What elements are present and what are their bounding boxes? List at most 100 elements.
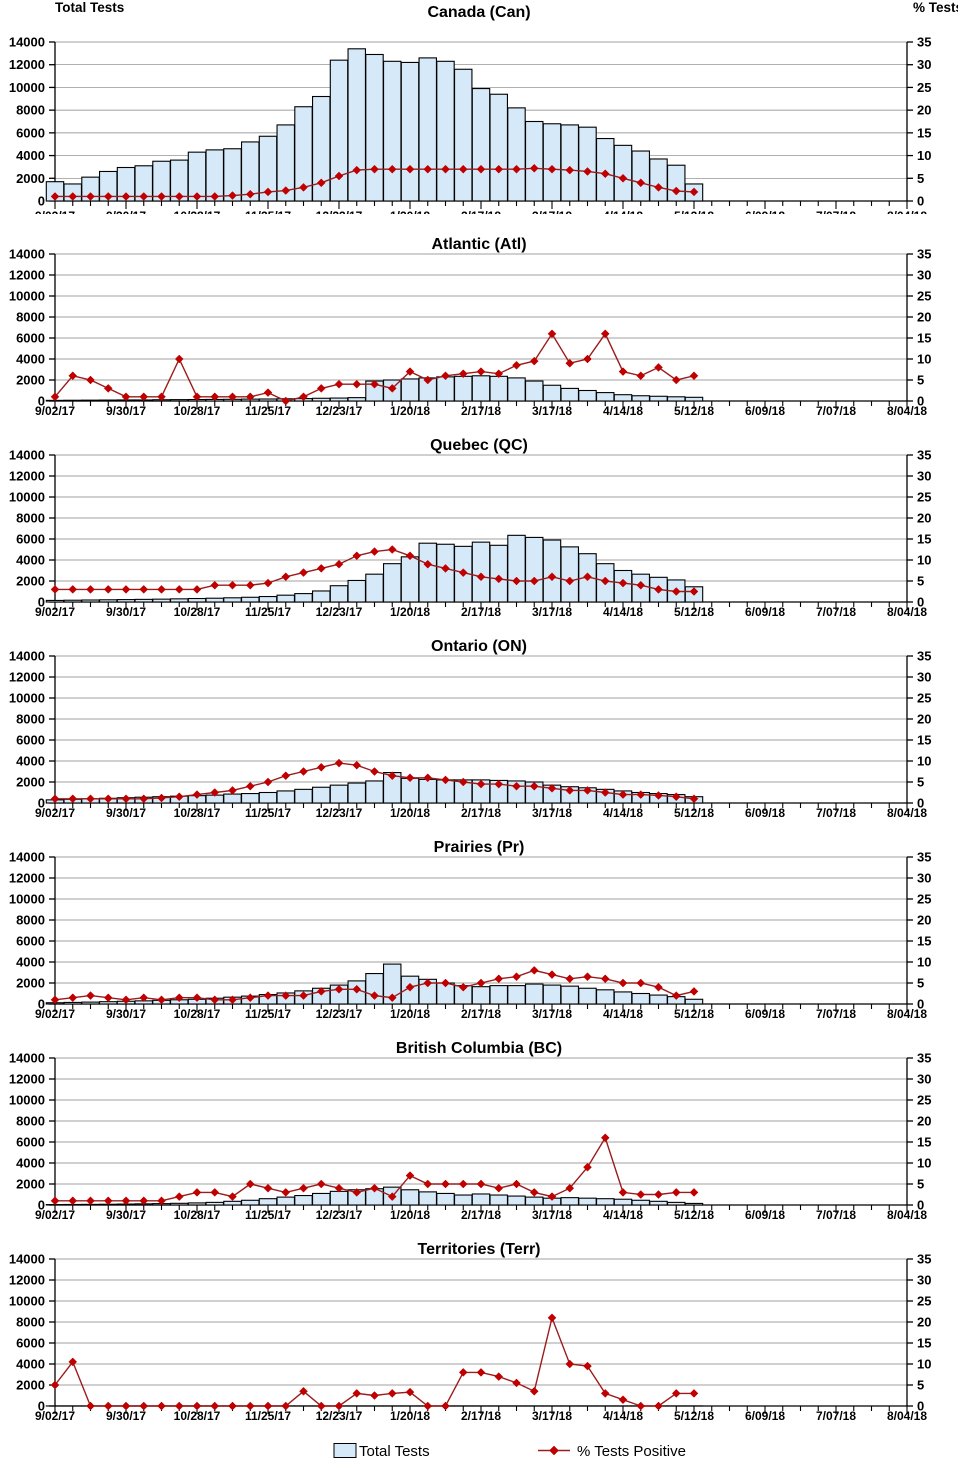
svg-text:10000: 10000 (9, 289, 45, 304)
svg-text:British Columbia (BC): British Columbia (BC) (396, 1040, 562, 1057)
svg-text:25: 25 (917, 80, 931, 95)
svg-text:14000: 14000 (9, 1051, 45, 1066)
svg-text:4000: 4000 (16, 148, 45, 163)
svg-text:2000: 2000 (16, 976, 45, 991)
svg-text:12000: 12000 (9, 1273, 45, 1288)
svg-text:10000: 10000 (9, 80, 45, 95)
svg-text:30: 30 (917, 670, 931, 685)
svg-text:30: 30 (917, 268, 931, 283)
svg-text:0: 0 (38, 194, 45, 209)
svg-text:30: 30 (917, 57, 931, 72)
svg-text:35: 35 (917, 35, 931, 50)
svg-text:15: 15 (917, 1135, 931, 1150)
svg-text:14000: 14000 (9, 247, 45, 262)
svg-text:5: 5 (917, 1378, 924, 1393)
svg-text:30: 30 (917, 871, 931, 886)
svg-text:Total Tests: Total Tests (359, 1443, 430, 1460)
svg-text:5: 5 (917, 976, 924, 991)
svg-text:12000: 12000 (9, 871, 45, 886)
svg-text:8000: 8000 (16, 1315, 45, 1330)
svg-text:12000: 12000 (9, 57, 45, 72)
svg-text:15: 15 (917, 1336, 931, 1351)
svg-text:20: 20 (917, 310, 931, 325)
svg-text:14000: 14000 (9, 649, 45, 664)
svg-text:6000: 6000 (16, 1336, 45, 1351)
svg-text:30: 30 (917, 1273, 931, 1288)
svg-text:25: 25 (917, 1294, 931, 1309)
svg-text:5: 5 (917, 1177, 924, 1192)
svg-text:4000: 4000 (16, 955, 45, 970)
svg-text:4000: 4000 (16, 352, 45, 367)
svg-text:2000: 2000 (16, 1177, 45, 1192)
svg-text:2000: 2000 (16, 1378, 45, 1393)
svg-text:8000: 8000 (16, 913, 45, 928)
svg-text:15: 15 (917, 331, 931, 346)
svg-text:8000: 8000 (16, 103, 45, 118)
svg-text:10: 10 (917, 955, 931, 970)
svg-text:4000: 4000 (16, 553, 45, 568)
svg-text:5: 5 (917, 574, 924, 589)
svg-text:6000: 6000 (16, 331, 45, 346)
svg-text:Total Tests: Total Tests (55, 0, 124, 15)
svg-text:12000: 12000 (9, 670, 45, 685)
svg-text:10: 10 (917, 352, 931, 367)
svg-text:4000: 4000 (16, 1156, 45, 1171)
svg-text:14000: 14000 (9, 448, 45, 463)
svg-text:Ontario (ON): Ontario (ON) (431, 638, 527, 655)
svg-text:0: 0 (917, 194, 924, 209)
svg-text:20: 20 (917, 1114, 931, 1129)
svg-text:10000: 10000 (9, 892, 45, 907)
svg-text:4000: 4000 (16, 754, 45, 769)
svg-text:25: 25 (917, 1093, 931, 1108)
svg-text:20: 20 (917, 511, 931, 526)
svg-text:12000: 12000 (9, 1072, 45, 1087)
svg-text:20: 20 (917, 1315, 931, 1330)
svg-text:35: 35 (917, 1051, 931, 1066)
svg-text:% Tests Positive: % Tests Positive (577, 1443, 686, 1460)
svg-text:15: 15 (917, 125, 931, 140)
svg-text:35: 35 (917, 649, 931, 664)
svg-text:8000: 8000 (16, 310, 45, 325)
svg-text:10: 10 (917, 1156, 931, 1171)
svg-text:35: 35 (917, 1252, 931, 1267)
svg-text:6000: 6000 (16, 934, 45, 949)
svg-text:35: 35 (917, 247, 931, 262)
svg-text:6000: 6000 (16, 125, 45, 140)
svg-text:8000: 8000 (16, 712, 45, 727)
svg-text:12000: 12000 (9, 469, 45, 484)
svg-text:5: 5 (917, 775, 924, 790)
svg-text:10: 10 (917, 754, 931, 769)
svg-text:2000: 2000 (16, 373, 45, 388)
svg-text:10: 10 (917, 148, 931, 163)
svg-text:Quebec (QC): Quebec (QC) (430, 437, 528, 454)
svg-text:10000: 10000 (9, 1294, 45, 1309)
svg-text:10000: 10000 (9, 490, 45, 505)
svg-text:6000: 6000 (16, 733, 45, 748)
svg-text:4000: 4000 (16, 1357, 45, 1372)
svg-text:2000: 2000 (16, 775, 45, 790)
svg-text:6000: 6000 (16, 1135, 45, 1150)
svg-text:10000: 10000 (9, 691, 45, 706)
svg-text:Canada (Can): Canada (Can) (427, 4, 530, 21)
svg-text:15: 15 (917, 934, 931, 949)
svg-text:30: 30 (917, 1072, 931, 1087)
svg-text:15: 15 (917, 733, 931, 748)
svg-text:2000: 2000 (16, 171, 45, 186)
svg-text:30: 30 (917, 469, 931, 484)
svg-text:14000: 14000 (9, 1252, 45, 1267)
svg-text:10: 10 (917, 1357, 931, 1372)
svg-text:35: 35 (917, 850, 931, 865)
svg-text:25: 25 (917, 289, 931, 304)
svg-text:2000: 2000 (16, 574, 45, 589)
svg-text:8000: 8000 (16, 1114, 45, 1129)
svg-text:10: 10 (917, 553, 931, 568)
svg-text:20: 20 (917, 913, 931, 928)
svg-text:25: 25 (917, 892, 931, 907)
svg-text:35: 35 (917, 448, 931, 463)
svg-text:Prairies (Pr): Prairies (Pr) (434, 839, 525, 856)
svg-text:20: 20 (917, 103, 931, 118)
svg-text:20: 20 (917, 712, 931, 727)
svg-text:15: 15 (917, 532, 931, 547)
svg-text:8000: 8000 (16, 511, 45, 526)
svg-text:5: 5 (917, 373, 924, 388)
